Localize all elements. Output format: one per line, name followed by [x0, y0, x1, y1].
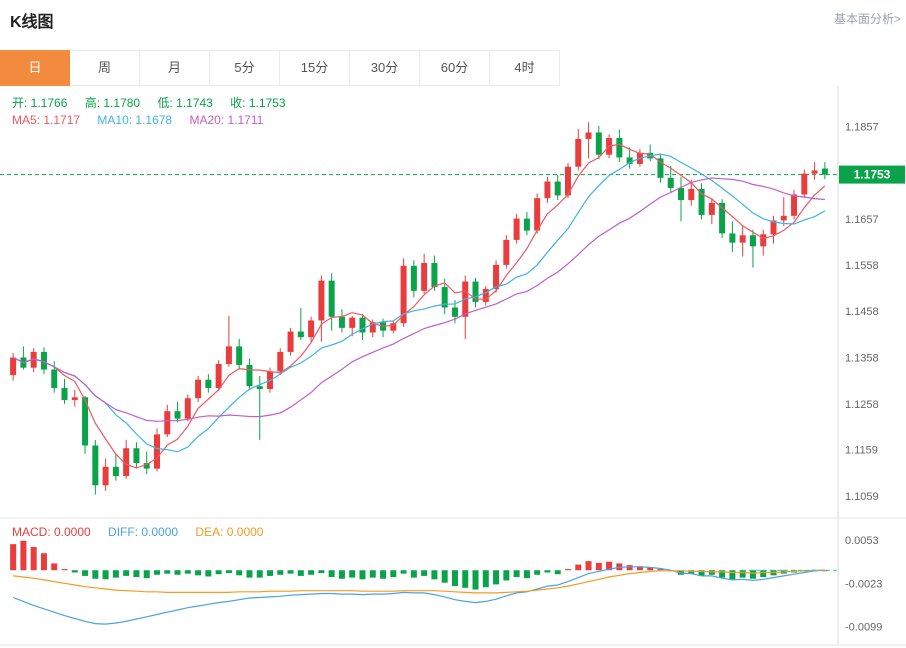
- svg-text:0.0053: 0.0053: [845, 535, 879, 547]
- candles-layer: [10, 122, 828, 495]
- ma5-line: [12, 143, 826, 469]
- svg-text:-0.0099: -0.0099: [845, 621, 882, 633]
- ma20-line: [12, 177, 825, 422]
- diff-line: [12, 566, 825, 625]
- tab-month[interactable]: 月: [140, 50, 210, 86]
- macd-axis-labels: 0.0053 -0.0023 -0.0099: [845, 535, 882, 633]
- svg-text:1.1159: 1.1159: [845, 445, 878, 457]
- tab-4hour[interactable]: 4时: [490, 50, 560, 86]
- tab-60min[interactable]: 60分: [420, 50, 490, 86]
- chart-area[interactable]: 1.18571.17571.16571.15581.14581.13581.12…: [0, 86, 906, 648]
- ma10-line: [12, 153, 826, 453]
- svg-text:1.1558: 1.1558: [845, 260, 879, 272]
- svg-text:1.1458: 1.1458: [845, 306, 879, 318]
- tab-5min[interactable]: 5分: [210, 50, 280, 86]
- tab-15min[interactable]: 15分: [280, 50, 350, 86]
- macd-histogram: [10, 540, 828, 590]
- current-price-label: 1.1753: [839, 165, 905, 184]
- page-title: K线图: [10, 14, 54, 31]
- svg-text:1.1059: 1.1059: [845, 491, 879, 503]
- svg-text:1.1258: 1.1258: [845, 399, 879, 411]
- tab-day[interactable]: 日: [0, 50, 70, 86]
- fundamental-analysis-link[interactable]: 基本面分析>: [833, 12, 901, 26]
- kline-svg[interactable]: 1.18571.17571.16571.15581.14581.13581.12…: [0, 86, 906, 648]
- svg-text:1.1857: 1.1857: [845, 121, 879, 133]
- tab-30min[interactable]: 30分: [350, 50, 420, 86]
- svg-text:1.1753: 1.1753: [854, 168, 891, 182]
- tab-week[interactable]: 周: [70, 50, 140, 86]
- interval-tabs: 日 周 月 5分 15分 30分 60分 4时: [0, 50, 906, 86]
- header: K线图 基本面分析>: [0, 0, 906, 50]
- svg-text:1.1358: 1.1358: [845, 352, 879, 364]
- svg-text:1.1657: 1.1657: [845, 214, 879, 226]
- dea-line: [13, 569, 825, 594]
- svg-text:-0.0023: -0.0023: [845, 578, 882, 590]
